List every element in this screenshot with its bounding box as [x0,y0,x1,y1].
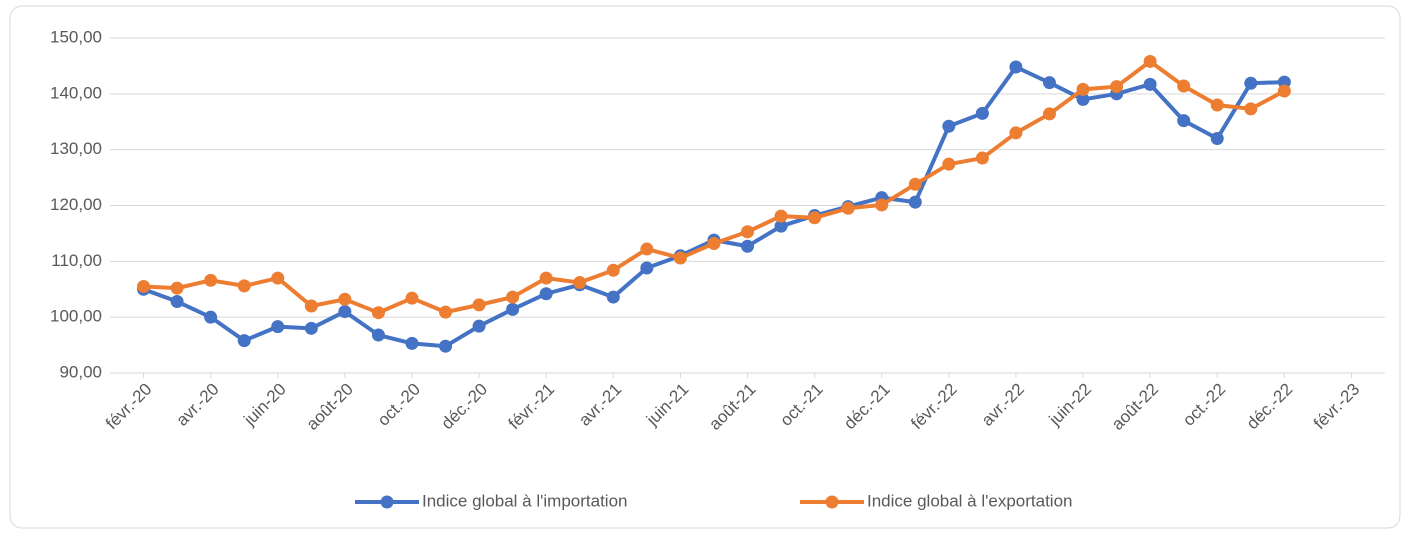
marker [506,290,520,304]
marker [640,261,654,275]
marker [371,328,385,342]
marker [606,263,620,277]
marker [472,298,486,312]
marker [1009,126,1023,140]
marker [774,219,788,233]
marker [1009,60,1023,74]
marker [975,106,989,120]
chart-frame [9,5,1401,529]
marker [1244,102,1258,116]
marker [405,336,419,350]
marker [338,305,352,319]
marker [1277,75,1291,89]
legend-label: Indice global à l'importation [422,491,627,510]
marker [1177,79,1191,93]
marker [170,295,184,309]
marker [338,292,352,306]
marker [1210,98,1224,112]
marker [908,195,922,209]
marker [774,209,788,223]
y-tick-label: 130,00 [50,139,102,158]
marker [942,157,956,171]
marker [439,339,453,353]
marker [204,273,218,287]
marker [1210,132,1224,145]
marker [573,276,587,290]
marker [539,287,553,301]
marker [304,299,318,313]
marker [137,279,151,293]
marker [741,225,754,239]
marker [1042,76,1056,90]
marker [204,310,218,324]
marker [841,201,855,215]
y-tick-label: 120,00 [50,195,102,214]
marker [472,319,486,333]
marker [942,119,956,133]
marker [640,242,654,256]
marker [1143,54,1157,68]
marker [1277,84,1291,98]
marker [539,271,553,285]
marker [371,306,385,320]
marker [1143,77,1157,91]
marker [1177,114,1191,128]
legend-marker [380,495,394,509]
marker [405,291,419,305]
y-tick-label: 100,00 [50,307,102,326]
marker [237,279,251,293]
marker [1042,107,1056,121]
marker [1244,76,1258,90]
marker [741,239,754,253]
y-tick-label: 140,00 [50,83,102,102]
legend-marker [825,495,839,509]
marker [304,321,318,335]
marker [875,198,889,212]
marker [1076,82,1090,96]
marker [1076,92,1090,106]
marker [506,302,520,316]
marker [271,271,285,285]
marker [606,290,620,304]
marker [439,305,453,319]
marker [237,334,251,348]
marker [673,251,687,265]
marker [808,211,822,225]
y-tick-label: 90,00 [59,362,102,381]
marker [1110,80,1124,94]
y-tick-label: 110,00 [51,251,102,270]
marker [707,236,721,250]
y-tick-label: 150,00 [50,27,102,46]
legend-label: Indice global à l'exportation [867,491,1073,510]
marker [975,151,989,165]
marker [170,281,184,295]
marker [908,177,922,191]
marker [271,320,285,334]
